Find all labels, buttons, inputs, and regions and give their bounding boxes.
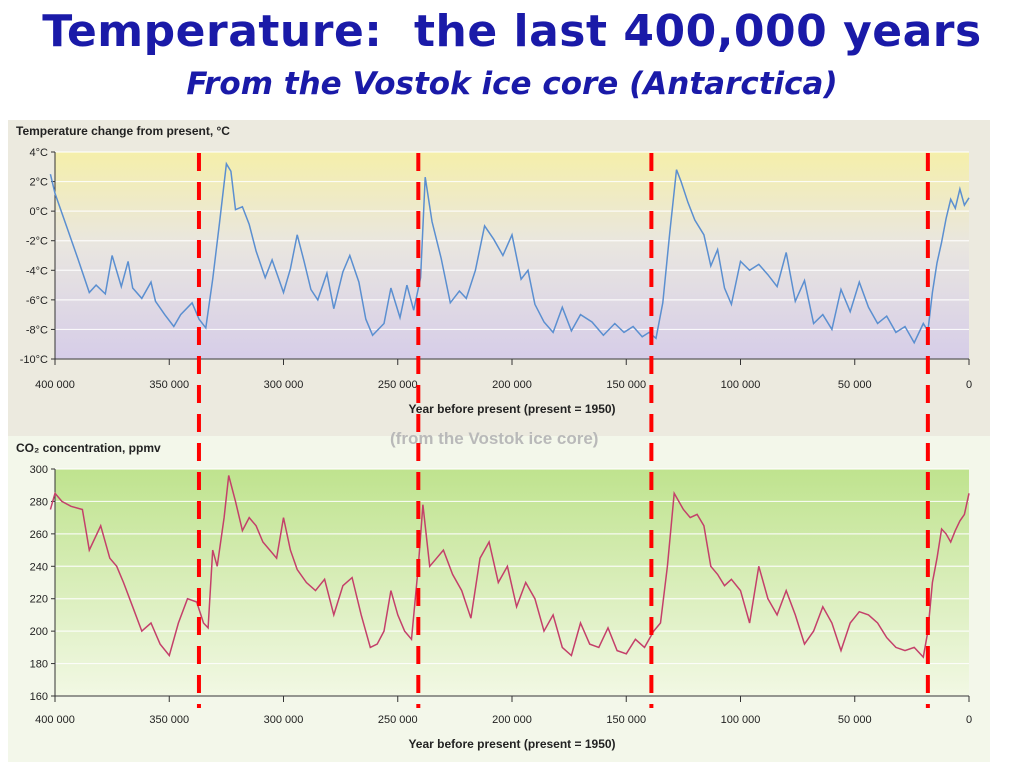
co2-x-tick-label: 200 000 [492, 714, 532, 726]
co2-plot-area [55, 469, 969, 696]
co2-x-tick-label: 100 000 [721, 714, 761, 726]
temperature-chart-title: Temperature change from present, °C [16, 124, 230, 138]
temperature-x-tick-label: 100 000 [721, 379, 761, 391]
temperature-y-tick-label: 2°C [30, 177, 49, 189]
co2-series-line [49, 475, 970, 659]
slide-subtitle: From the Vostok ice core (Antarctica) [186, 66, 838, 102]
temperature-y-tick-label: 0°C [30, 206, 49, 218]
co2-chart-title: CO₂ concentration, ppmv [16, 441, 161, 455]
co2-x-tick-label: 300 000 [264, 714, 304, 726]
co2-y-tick-label: 180 [30, 659, 48, 671]
temperature-x-tick-label: 400 000 [35, 379, 75, 391]
co2-x-tick-label: 350 000 [149, 714, 189, 726]
temperature-y-tick-label: -10°C [20, 354, 48, 366]
temperature-y-tick-label: -2°C [26, 236, 48, 248]
co2-y-tick-label: 160 [30, 691, 48, 703]
background-ghost-text: (from the Vostok ice core) [390, 429, 598, 448]
co2-y-tick-label: 220 [30, 594, 48, 606]
co2-y-tick-label: 300 [30, 464, 48, 476]
temperature-y-tick-label: -4°C [26, 265, 48, 277]
temperature-x-tick-label: 150 000 [606, 379, 646, 391]
co2-x-tick-label: 0 [966, 714, 972, 726]
co2-y-tick-label: 280 [30, 496, 48, 508]
temperature-x-tick-label: 50 000 [838, 379, 872, 391]
co2-x-tick-label: 400 000 [35, 714, 75, 726]
co2-x-tick-label: 250 000 [378, 714, 418, 726]
temperature-plot-area [55, 152, 969, 359]
co2-y-tick-label: 260 [30, 529, 48, 541]
co2-x-tick-label: 50 000 [838, 714, 872, 726]
slide-title: Temperature: the last 400,000 years [42, 6, 982, 57]
temperature-series-line [49, 161, 970, 345]
co2-x-tick-label: 150 000 [606, 714, 646, 726]
temperature-y-tick-label: -8°C [26, 324, 48, 336]
temperature-y-tick-label: -6°C [26, 295, 48, 307]
temperature-y-tick-label: 4°C [30, 147, 49, 159]
co2-y-tick-label: 240 [30, 561, 48, 573]
temperature-x-tick-label: 350 000 [149, 379, 189, 391]
temperature-x-axis-label: Year before present (present = 1950) [408, 402, 615, 416]
temperature-x-tick-label: 200 000 [492, 379, 532, 391]
co2-y-tick-label: 200 [30, 626, 48, 638]
temperature-x-tick-label: 250 000 [378, 379, 418, 391]
co2-x-axis-label: Year before present (present = 1950) [408, 737, 615, 751]
temperature-x-tick-label: 300 000 [264, 379, 304, 391]
temperature-x-tick-label: 0 [966, 379, 972, 391]
